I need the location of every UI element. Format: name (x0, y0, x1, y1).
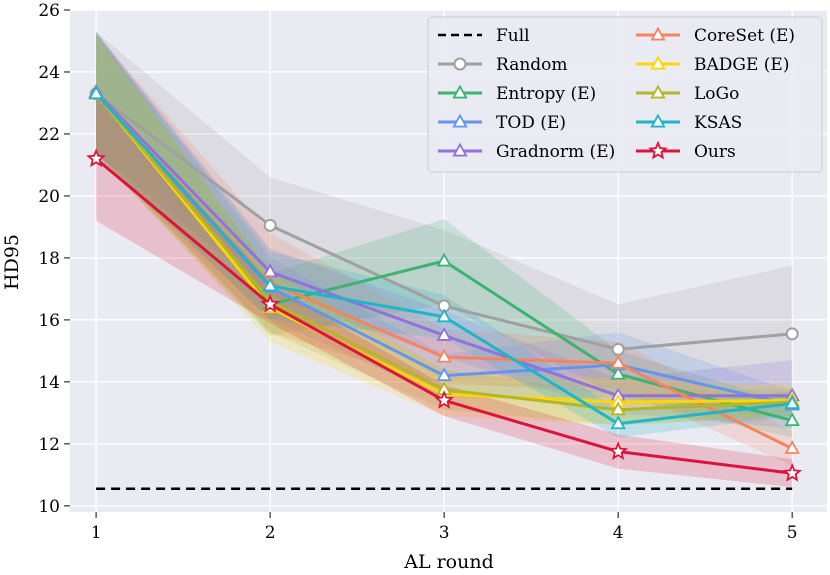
point-entropy-e (610, 365, 626, 380)
series-ours (86, 148, 803, 482)
legend-entry-gradnorm-e: Gradnorm (E) (438, 142, 615, 162)
point-ksas (262, 277, 278, 292)
point-ksas (610, 415, 626, 430)
legend-marker (650, 55, 666, 70)
band-entropy-e (96, 31, 793, 438)
legend-label: Gradnorm (E) (496, 142, 615, 162)
point-tod-e (436, 367, 452, 382)
band-random (96, 31, 793, 401)
legend-marker (650, 26, 666, 41)
grid (70, 9, 827, 512)
y-tick-label: 18 (38, 249, 60, 269)
x-tick-label: 2 (265, 523, 276, 543)
legend-label: Ours (694, 142, 736, 162)
legend-entry-full: Full (438, 26, 530, 46)
point-random (611, 342, 625, 356)
point-ksas (436, 308, 452, 323)
legend-marker (452, 142, 468, 157)
point-ours (260, 294, 280, 313)
point-random (263, 218, 277, 232)
point-ksas (784, 395, 800, 409)
point-ours (608, 441, 629, 460)
y-tick-label: 24 (38, 63, 60, 83)
x-axis-title: AL round (403, 551, 494, 573)
y-tick-label: 16 (38, 311, 60, 331)
y-axis-title: HD95 (1, 234, 23, 290)
y-tick-label: 20 (38, 187, 60, 207)
y-tick-label: 22 (38, 125, 60, 145)
x-axis: 1 2 3 4 5 (91, 512, 798, 543)
legend-label: TOD (E) (496, 113, 566, 133)
band-tod-e (96, 31, 793, 420)
point-ours (434, 390, 454, 409)
point-logo (610, 401, 626, 416)
legend-label: Entropy (E) (496, 84, 596, 104)
x-tick-label: 5 (787, 523, 798, 543)
point-random (785, 327, 799, 341)
legend-label: Random (496, 55, 568, 75)
legend-label: KSAS (694, 113, 742, 133)
y-tick-label: 12 (38, 435, 60, 455)
series-lines (86, 83, 803, 482)
legend-label: BADGE (E) (694, 55, 789, 75)
legend-entry-ksas: KSAS (636, 113, 742, 133)
point-ours (782, 462, 803, 482)
legend-entry-ours: Ours (636, 140, 736, 162)
band-badge-e (96, 34, 793, 426)
legend-marker (452, 84, 468, 99)
legend-marker (650, 113, 666, 128)
legend-marker (650, 84, 666, 99)
legend-marker (452, 113, 468, 128)
band-ours (96, 96, 793, 488)
legend-box (427, 16, 823, 173)
point-coreset-e (784, 440, 800, 454)
point-ours (86, 148, 106, 168)
y-tick-label: 14 (38, 373, 60, 393)
legend-entry-tod-e: TOD (E) (438, 113, 566, 133)
legend-marker (648, 140, 668, 160)
point-gradnorm-e (436, 327, 452, 341)
y-axis: 10 12 14 16 18 20 22 24 26 (38, 1, 70, 517)
x-tick-label: 1 (91, 523, 102, 543)
x-tick-label: 3 (439, 523, 450, 543)
point-coreset-e (610, 354, 626, 369)
series-ksas (88, 85, 800, 430)
legend-label: Full (496, 26, 530, 46)
point-entropy-e (436, 252, 452, 267)
point-coreset-e (436, 348, 452, 363)
x-tick-label: 4 (613, 523, 624, 543)
y-tick-label: 26 (38, 1, 60, 21)
legend: Full Random Entropy (E) TOD (E) Gradnorm (E)… (427, 16, 823, 173)
legend-entry-badge-e: BADGE (E) (636, 55, 789, 75)
legend-marker (453, 57, 467, 71)
legend-entry-logo: LoGo (636, 84, 739, 104)
legend-label: LoGo (694, 84, 739, 104)
point-ksas (88, 85, 104, 100)
band-logo (96, 34, 793, 426)
legend-entry-random: Random (438, 55, 568, 75)
point-entropy-e (784, 412, 800, 427)
legend-label: CoreSet (E) (694, 26, 795, 46)
y-tick-label: 10 (38, 497, 60, 517)
legend-entry-coreset-e: CoreSet (E) (636, 26, 795, 46)
legend-entry-entropy-e: Entropy (E) (438, 84, 596, 104)
